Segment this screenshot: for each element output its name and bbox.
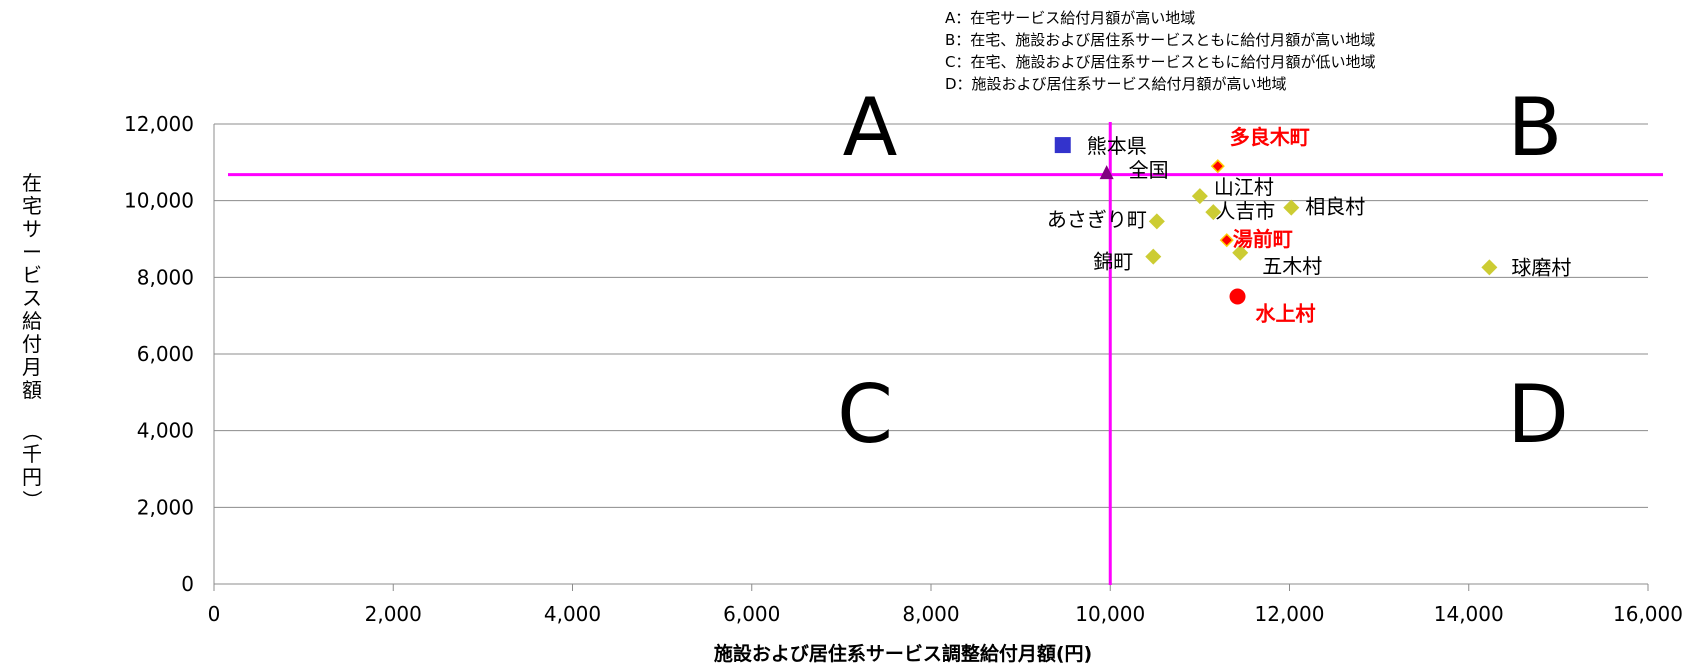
data-label-12: 水上村 [1256,302,1316,326]
data-label-2: 全国 [1129,158,1169,182]
x-tick-label-1: 2,000 [365,602,422,626]
y-tick-label-1: 2,000 [137,495,194,519]
y-axis-title: 在宅サービス給付月額 （千円） [20,171,44,510]
y-axis-title-char-0: 在 [22,171,42,195]
y-axis-title-char-8: 月 [22,355,42,379]
y-axis-title-char-9: 額 [22,378,42,402]
x-tick-label-7: 14,000 [1434,602,1504,626]
x-tick-label-2: 4,000 [544,602,601,626]
y-axis-title-char-3: ー [22,240,42,264]
legend-note-a: A：在宅サービス給付月額が高い地域 [945,9,1195,27]
y-axis-title-char-6: 給 [22,309,42,333]
quadrant-label-d: D [1507,368,1569,461]
y-axis-title-char-12: 千 [22,442,42,466]
reference-lines [228,122,1663,585]
y-tick-label-0: 0 [181,572,194,596]
y-tick-label-2: 4,000 [137,419,194,443]
axes: 0 2,000 4,000 6,000 8,000 10,000 12,000 0 2,000 4… [124,112,1683,626]
legend-note-d: D：施設および居住系サービス給付月額が高い地域 [945,75,1287,93]
y-axis-title-char-7: 付 [22,332,42,356]
x-axis-title: 施設および居住系サービス調整給付月額(円) [714,642,1092,665]
data-point-9 [1145,248,1162,265]
x-tick-label-3: 6,000 [723,602,780,626]
data-point-3 [1210,159,1225,174]
data-label-4: 山江村 [1214,175,1274,199]
data-point-10 [1232,244,1249,261]
data-point-7 [1148,213,1165,230]
data-point-6 [1283,199,1300,216]
data-point-5 [1205,204,1222,221]
y-axis-title-char-11: （ [20,421,44,441]
y-axis-title-char-14: ） [20,490,44,510]
x-tick-label-6: 12,000 [1255,602,1325,626]
y-axis-title-char-5: ス [22,286,42,310]
legend-note-b: B：在宅、施設および居住系サービスともに給付月額が高い地域 [945,31,1375,49]
legend-note-c: C：在宅、施設および居住系サービスともに給付月額が低い地域 [945,53,1375,71]
data-point-2 [1099,165,1114,180]
legend-notes: A：在宅サービス給付月額が高い地域 B：在宅、施設および居住系サービスともに給付… [945,9,1375,93]
quadrant-label-c: C [837,368,893,461]
y-axis-title-char-2: サ [22,217,42,241]
y-tick-label-3: 6,000 [137,342,194,366]
gridlines [214,123,1648,508]
data-label-7: あさぎり町 [1047,207,1147,231]
data-label-6: 相良村 [1305,195,1365,219]
data-label-10: 五木村 [1262,254,1322,278]
data-label-11: 球磨村 [1511,255,1571,279]
data-label-1: 熊本県 [1087,134,1147,158]
y-tick-label-6: 12,000 [124,112,194,136]
y-axis-title-char-4: ビ [22,263,42,287]
data-label-5: 人吉市 [1215,199,1275,223]
data-label-3: 多良木町 [1230,125,1310,149]
x-tick-label-8: 16,000 [1613,602,1683,626]
y-tick-label-5: 10,000 [124,189,194,213]
y-axis-title-char-13: 円 [22,465,42,489]
quadrant-label-b: B [1508,81,1563,174]
x-tick-label-4: 8,000 [902,602,959,626]
data-point-8 [1219,233,1234,248]
quadrant-label-a: A [843,81,898,174]
y-axis-title-char-1: 宅 [22,194,42,218]
x-tick-label-0: 0 [208,602,221,626]
y-tick-label-4: 8,000 [137,265,194,289]
data-label-9: 錦町 [1093,250,1133,274]
data-point-11 [1481,259,1498,276]
data-point-1 [1054,137,1071,154]
data-points [1054,137,1498,305]
quadrant-labels: A B C D [837,81,1569,461]
x-tick-label-5: 10,000 [1075,602,1145,626]
data-point-4 [1191,188,1208,205]
data-label-8: 湯前町 [1233,227,1293,251]
data-point-12 [1229,288,1246,305]
